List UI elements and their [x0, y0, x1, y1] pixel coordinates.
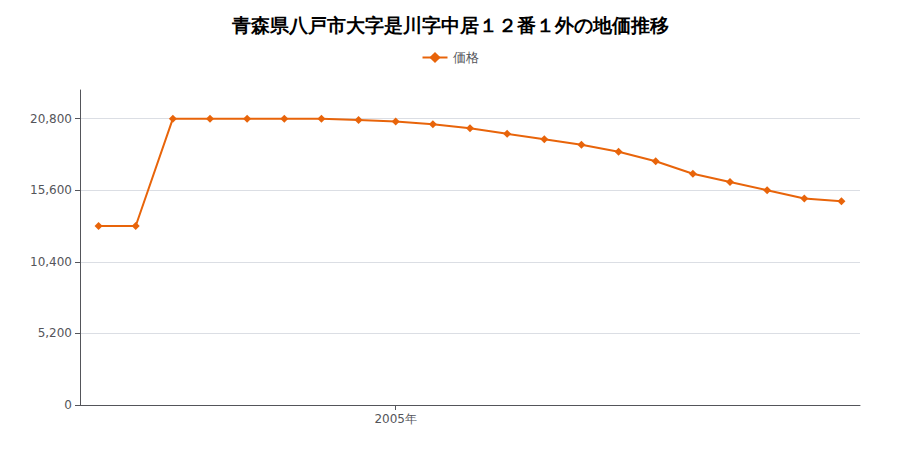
svg-text:20,800: 20,800: [30, 112, 72, 126]
svg-text:0: 0: [64, 398, 72, 412]
svg-text:2005年: 2005年: [374, 412, 417, 426]
svg-text:15,600: 15,600: [30, 183, 72, 197]
svg-text:青森県八戸市大字是川字中居１２番１外の地価推移: 青森県八戸市大字是川字中居１２番１外の地価推移: [231, 14, 669, 36]
svg-text:5,200: 5,200: [38, 326, 72, 340]
svg-text:価格: 価格: [453, 50, 479, 65]
svg-text:10,400: 10,400: [30, 255, 72, 269]
